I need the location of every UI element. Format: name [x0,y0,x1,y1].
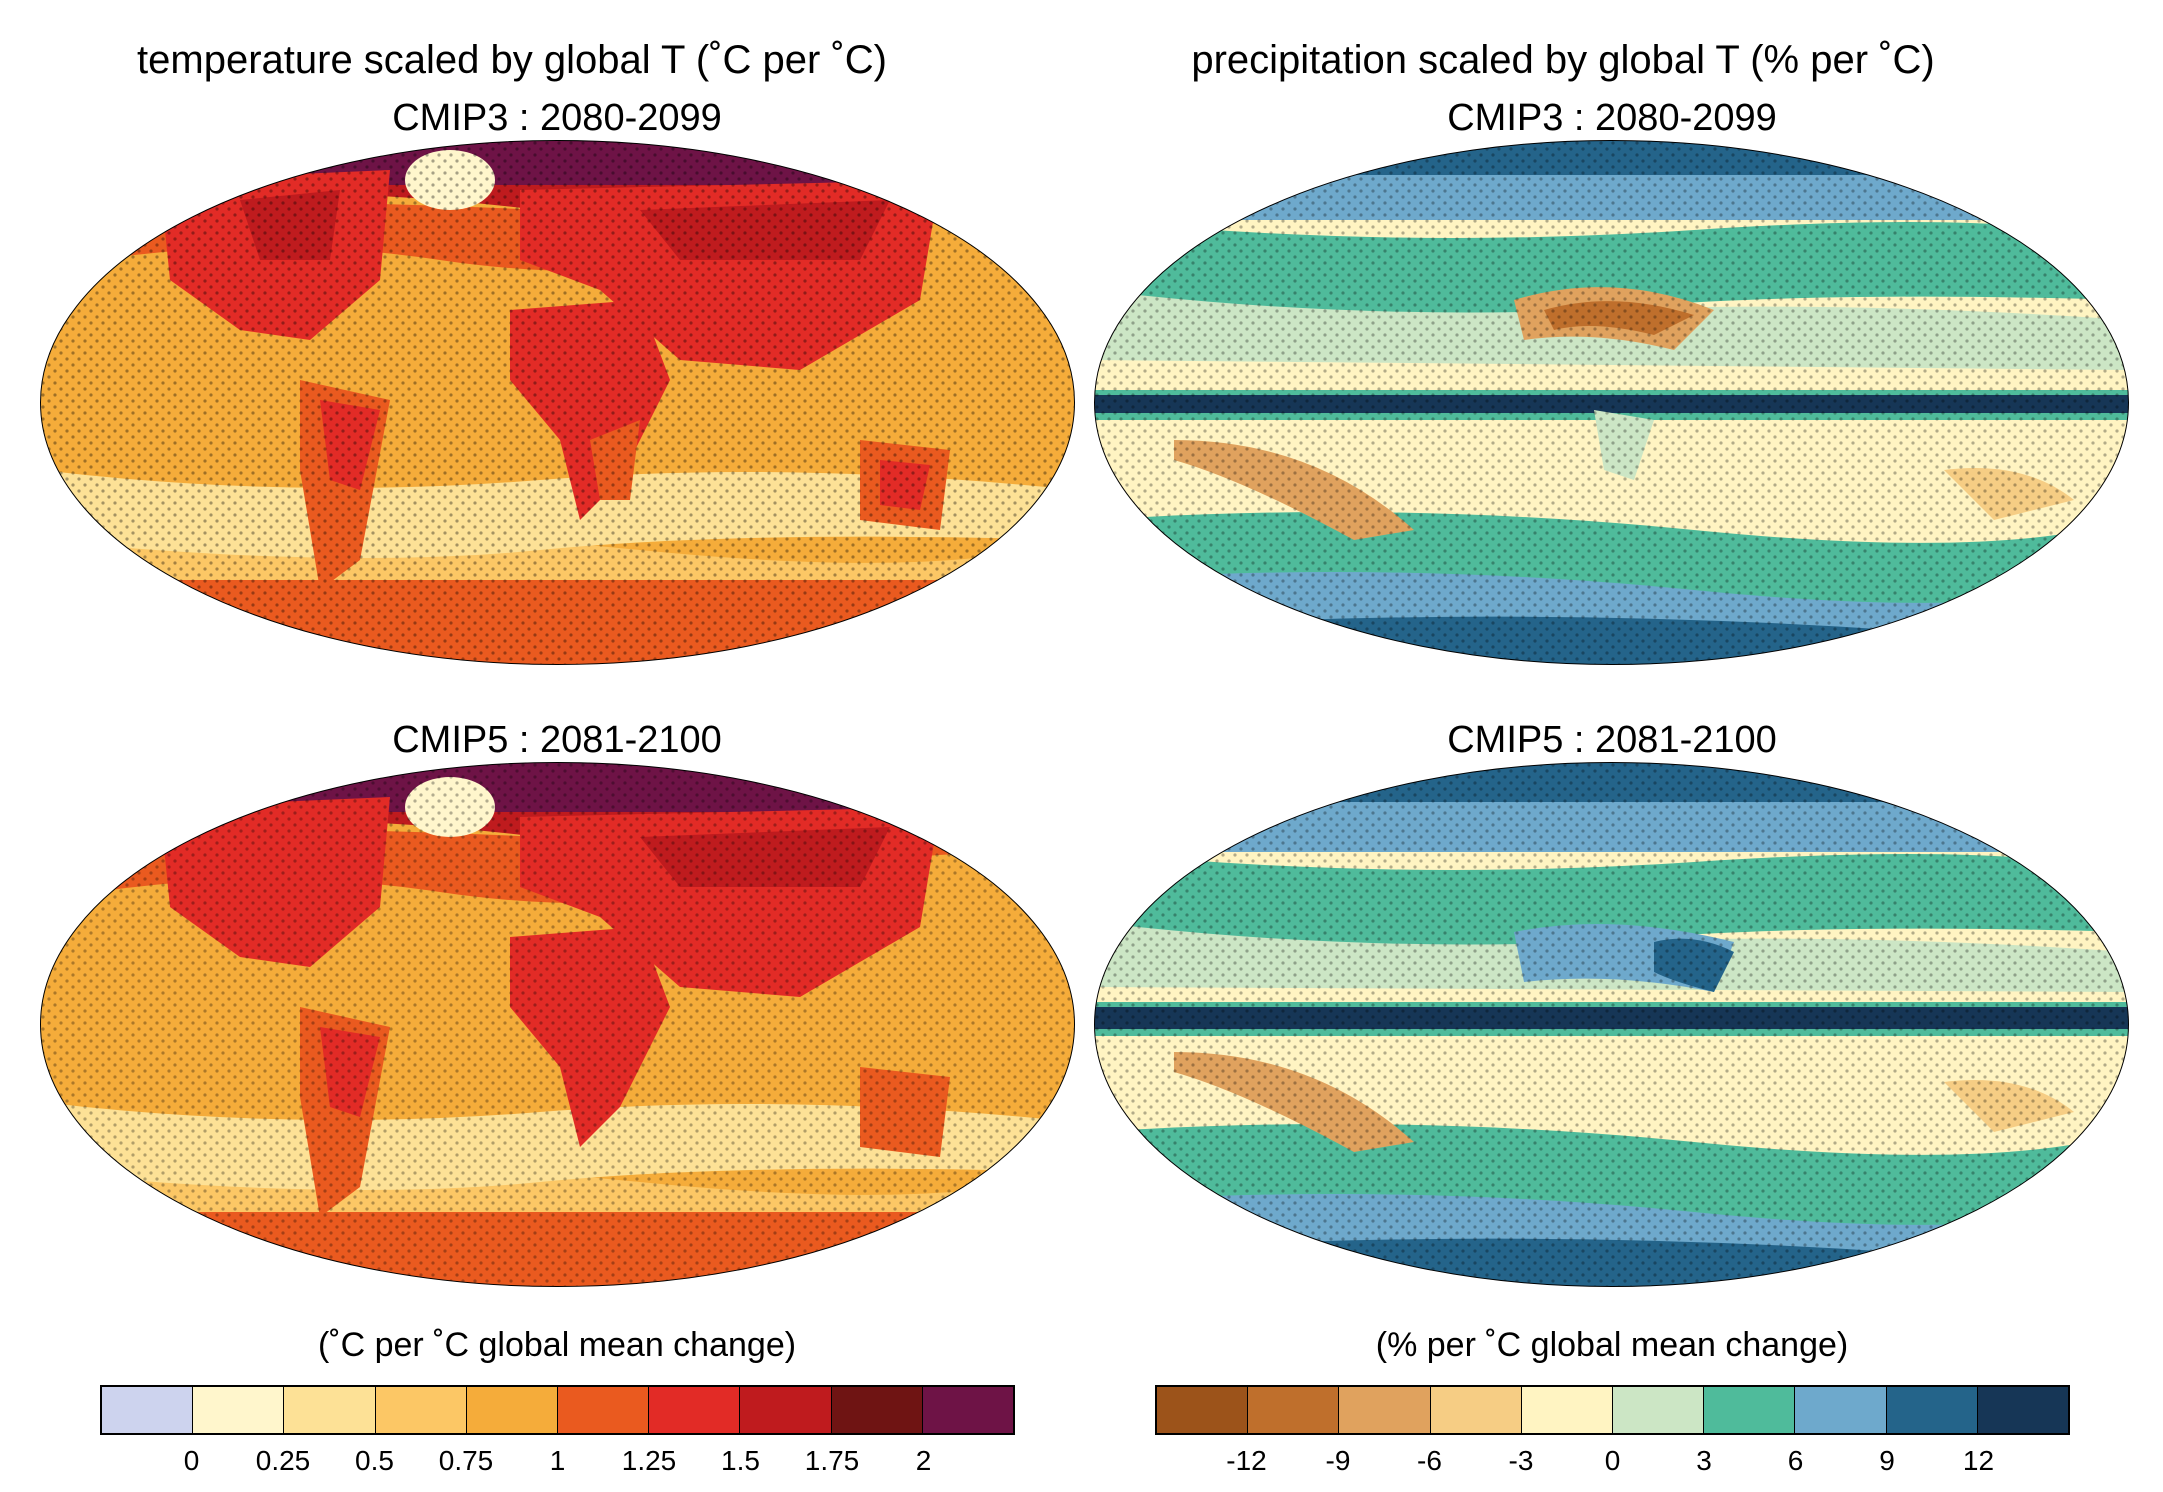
temp-cmip5-subtitle: CMIP5 : 2081-2100 [392,719,722,761]
temperature-colorbar-cell [102,1387,194,1433]
precipitation-tick-label: 6 [1787,1445,1804,1476]
temperature-tick-label: 0.25 [255,1445,311,1476]
temperature-colorbar-cell [649,1387,741,1433]
temp-cmip5-map [40,762,1075,1287]
precipitation-tick-label: -9 [1325,1445,1351,1476]
temperature-tick-label: 1.75 [804,1445,860,1476]
precipitation-colorbar-cell [1704,1387,1796,1433]
temperature-colorbar [100,1385,1015,1435]
precipitation-colorbar-cell [1521,1387,1614,1433]
precip-cmip3-subtitle: CMIP3 : 2080-2099 [1447,97,1777,139]
temperature-title: temperature scaled by global T (˚C per ˚… [137,38,887,82]
precipitation-colorbar-cell [1795,1387,1887,1433]
precipitation-colorbar-cell [1430,1387,1522,1433]
temperature-tick-label: 2 [915,1445,932,1476]
temperature-colorbar-cell [466,1387,559,1433]
precipitation-colorbar-cell [1977,1387,2069,1433]
precipitation-tick-label: -12 [1226,1445,1267,1476]
precipitation-colorbar-cell [1886,1387,1978,1433]
temperature-tick-label: 1 [549,1445,566,1476]
temperature-tick-label: 1.5 [721,1445,760,1476]
precipitation-tick-label: -3 [1508,1445,1534,1476]
temperature-legend-label: (˚C per ˚C global mean change) [317,1326,797,1364]
precipitation-colorbar-cell [1339,1387,1431,1433]
precip-cmip5-subtitle: CMIP5 : 2081-2100 [1447,719,1777,761]
temperature-tick-label: 1.25 [621,1445,677,1476]
precipitation-tick-label: -6 [1417,1445,1442,1476]
precipitation-tick-label: 3 [1696,1445,1712,1476]
precipitation-colorbar-cell [1248,1387,1340,1433]
temperature-colorbar-cell [284,1387,376,1433]
temp-cmip3-subtitle: CMIP3 : 2080-2099 [392,97,722,139]
precipitation-title: precipitation scaled by global T (% per … [1191,38,1935,82]
precipitation-tick-label: 9 [1879,1445,1895,1476]
temperature-tick-label: 0 [183,1445,200,1476]
temperature-colorbar-cell [375,1387,467,1433]
precipitation-colorbar-cell [1157,1387,1249,1433]
temperature-colorbar-cell [193,1387,285,1433]
precipitation-colorbar-cell [1613,1387,1705,1433]
temperature-colorbar-cell [831,1387,923,1433]
temperature-colorbar-cell [740,1387,832,1433]
precipitation-tick-label: 0 [1604,1445,1621,1476]
temperature-tick-label: 0.75 [438,1445,494,1476]
precip-cmip3-map [1094,140,2129,665]
temp-cmip3-map [40,140,1075,665]
precipitation-legend-label: (% per ˚C global mean change) [1375,1326,1849,1364]
temperature-colorbar-cell [922,1387,1014,1433]
precip-cmip5-map [1094,762,2129,1287]
temperature-tick-label: 0.5 [355,1445,394,1476]
temperature-colorbar-cell [558,1387,650,1433]
precipitation-colorbar [1155,1385,2070,1435]
precipitation-tick-label: 12 [1962,1445,1995,1476]
